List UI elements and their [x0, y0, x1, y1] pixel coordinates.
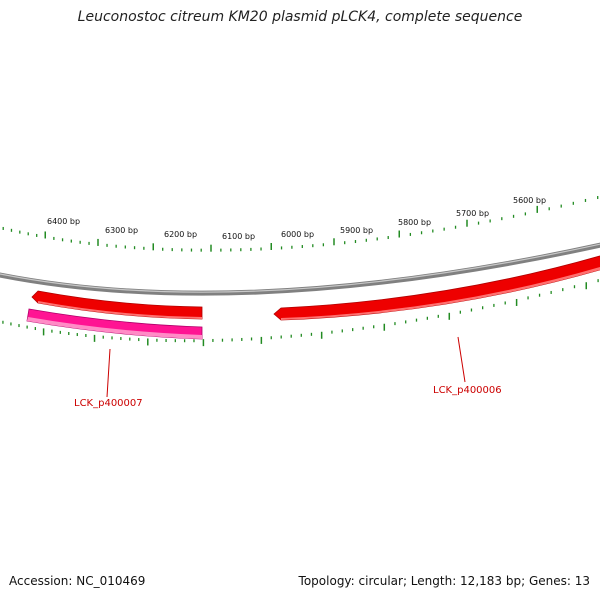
map-title: Leuconostoc citreum KM20 plasmid pLCK4, …: [77, 9, 523, 25]
gene-bar-pink-shade: [27, 317, 202, 339]
backbone-arc: [0, 242, 600, 296]
scale-label: 6000 bp: [281, 230, 314, 239]
accession-text: Accession: NC_010469: [9, 574, 146, 588]
scale-label: 5800 bp: [398, 218, 431, 227]
gene-label-leader: [106, 348, 111, 398]
gene-label-leader: [457, 336, 466, 383]
scale-label: 6200 bp: [164, 230, 197, 239]
scale-label: 5700 bp: [456, 209, 489, 218]
scale-label: 6100 bp: [222, 232, 255, 241]
outer-scale-ticks: [2, 196, 599, 252]
inner-scale-ticks: [2, 279, 599, 347]
gene-label-lck-p400007[interactable]: LCK_p400007: [74, 398, 143, 409]
scale-label: 6300 bp: [105, 226, 138, 235]
gene-arrow-red-left-shade: [38, 301, 202, 319]
backbone-arc-highlight: [0, 243, 600, 293]
scale-label: 5600 bp: [513, 196, 546, 205]
gene-label-lck-p400006[interactable]: LCK_p400006: [433, 385, 502, 396]
summary-text: Topology: circular; Length: 12,183 bp; G…: [298, 574, 590, 588]
scale-label: 5900 bp: [340, 226, 373, 235]
scale-label: 6400 bp: [47, 217, 80, 226]
